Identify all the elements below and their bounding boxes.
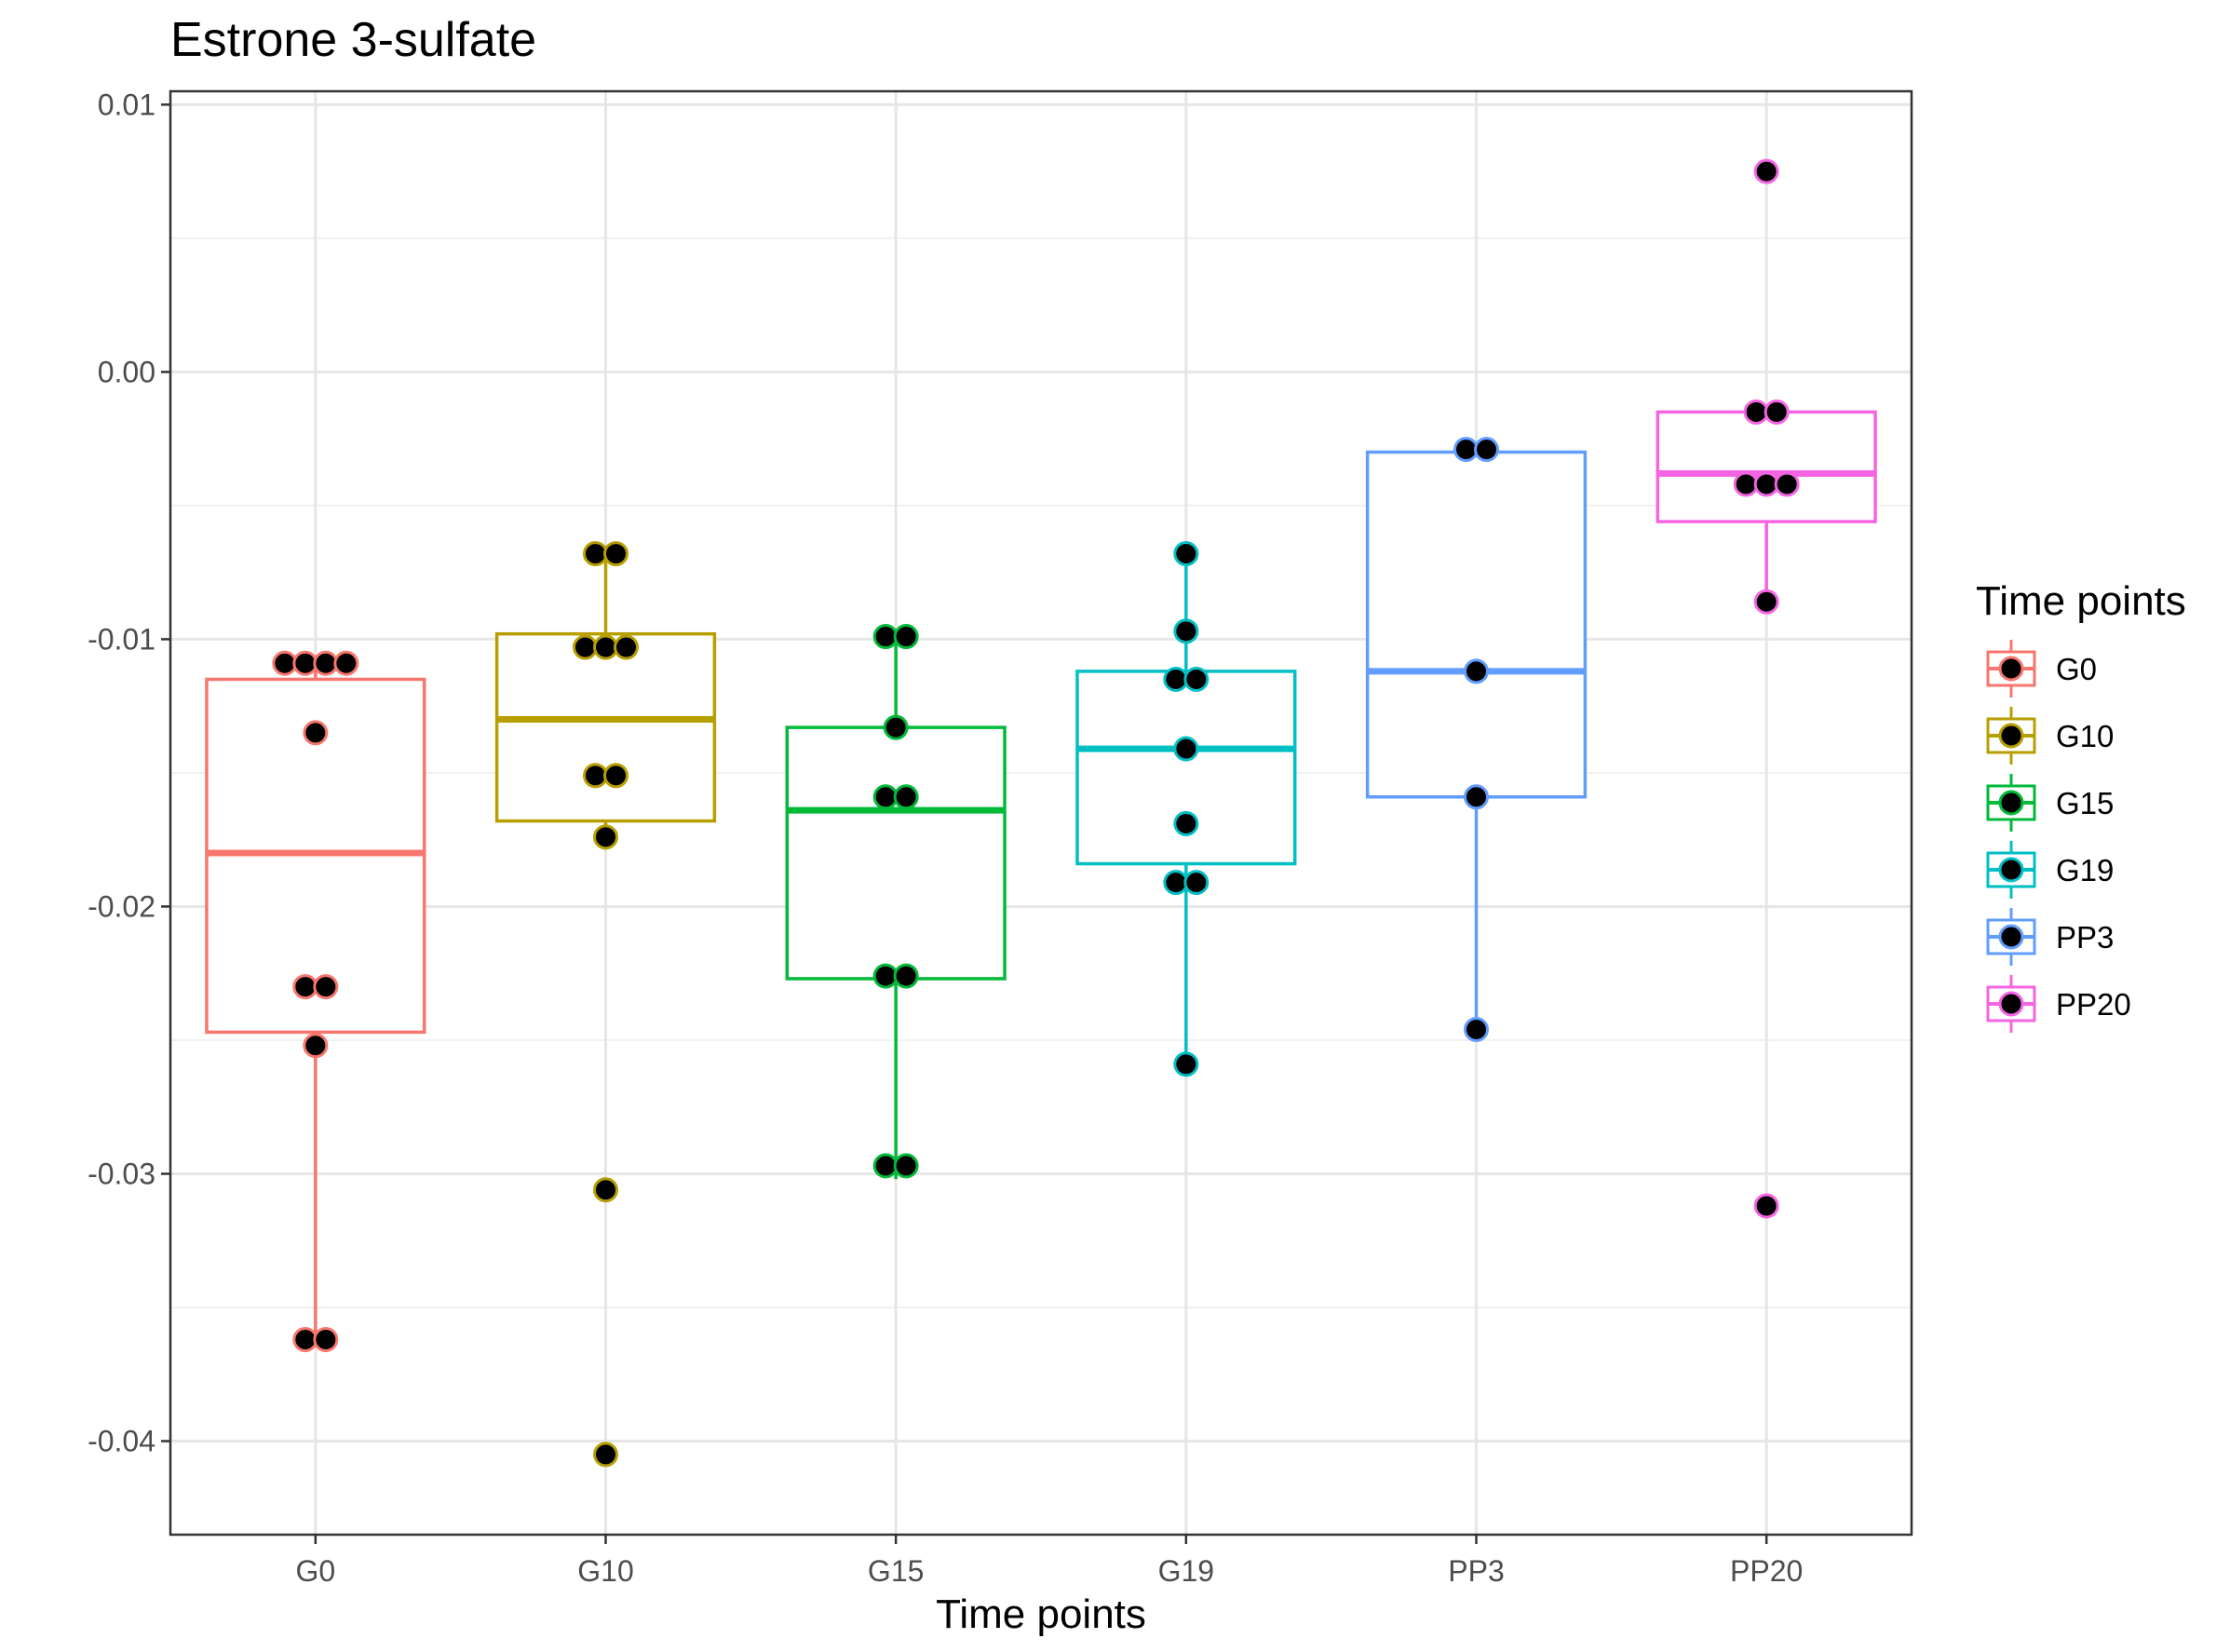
- data-point: [1183, 870, 1210, 896]
- data-point: [1464, 784, 1489, 810]
- data-point: [872, 624, 899, 650]
- legend-label: G10: [2056, 719, 2114, 753]
- legend-label: G19: [2056, 853, 2114, 887]
- legend-item-G15: G15: [1986, 774, 2114, 832]
- boxplot-G19: [1075, 541, 1297, 1077]
- legend-label: G0: [2056, 652, 2097, 686]
- boxplot-G10: [494, 541, 717, 1468]
- legend-item-G19: G19: [1986, 841, 2114, 899]
- data-point: [1453, 437, 1479, 463]
- data-point: [893, 784, 919, 810]
- data-point: [1743, 399, 1769, 425]
- data-point: [1173, 810, 1199, 836]
- x-tick-label: G19: [1158, 1554, 1214, 1588]
- box-iqr: [785, 725, 1007, 981]
- legend-key-point: [1998, 790, 2024, 816]
- x-tick-label: G10: [577, 1554, 633, 1588]
- data-point: [593, 1442, 618, 1468]
- data-point: [1163, 666, 1189, 692]
- data-point: [333, 650, 359, 676]
- y-tick-label: -0.02: [88, 889, 155, 923]
- data-point: [1774, 471, 1800, 497]
- data-point: [313, 1326, 339, 1352]
- data-point: [893, 624, 919, 650]
- data-point: [1173, 618, 1199, 644]
- x-tick-label: G0: [295, 1554, 335, 1588]
- legend-title: Time points: [1976, 578, 2186, 624]
- legend-key-point: [1998, 857, 2024, 883]
- data-point: [303, 720, 329, 746]
- box-iqr: [1365, 450, 1588, 799]
- data-point: [593, 634, 618, 660]
- legend-item-G0: G0: [1986, 640, 2097, 697]
- chart-title: Estrone 3-sulfate: [170, 13, 536, 67]
- legend-label: PP3: [2056, 920, 2114, 955]
- y-tick-label: -0.04: [88, 1425, 155, 1458]
- boxplot-G15: [785, 624, 1007, 1180]
- data-point: [872, 963, 899, 989]
- legend-item-PP3: PP3: [1986, 908, 2114, 966]
- data-point: [883, 714, 909, 740]
- data-point: [583, 541, 608, 567]
- data-point: [1464, 1017, 1489, 1042]
- legend-key-point: [1998, 991, 2024, 1017]
- data-point: [292, 650, 318, 676]
- x-tick-label: PP20: [1730, 1554, 1803, 1588]
- legend-key-point: [1998, 924, 2024, 950]
- box-iqr: [494, 631, 717, 823]
- y-tick-label: 0.01: [98, 88, 155, 121]
- data-point: [1173, 736, 1199, 762]
- data-point: [272, 650, 298, 676]
- data-point: [872, 784, 899, 810]
- legend: Time points G0 G10 G15 G19 PP3 PP20: [1976, 578, 2186, 1033]
- data-point: [603, 541, 628, 567]
- plot-panel: 0.01 0.00 -0.01 -0.02 -0.03 -0.04 G0 G10 G15 G19 P…: [88, 88, 1913, 1588]
- boxplot-G0: [205, 650, 426, 1352]
- data-point: [1753, 589, 1779, 615]
- panel-background: [170, 91, 1912, 1535]
- legend-label: G15: [2056, 786, 2114, 820]
- data-point: [593, 824, 618, 850]
- data-point: [1474, 437, 1499, 463]
- data-point: [1183, 666, 1210, 692]
- data-point: [573, 634, 598, 660]
- data-point: [1753, 471, 1779, 497]
- y-tick-label: -0.01: [88, 622, 155, 656]
- data-point: [893, 963, 919, 989]
- data-point: [313, 974, 339, 1000]
- legend-key-point: [1998, 723, 2024, 749]
- data-point: [1173, 1051, 1199, 1077]
- boxplot-PP3: [1365, 437, 1588, 1042]
- box-iqr: [1656, 410, 1877, 523]
- data-point: [292, 974, 318, 1000]
- data-point: [313, 650, 339, 676]
- panel-border: [169, 89, 1913, 1537]
- data-point: [1733, 471, 1759, 497]
- legend-item-PP20: PP20: [1986, 975, 2131, 1033]
- legend-item-G10: G10: [1986, 707, 2114, 765]
- data-point: [1163, 870, 1189, 896]
- data-point: [1173, 541, 1199, 567]
- y-tick-label: 0.00: [98, 355, 155, 388]
- x-tick-label: G15: [868, 1554, 924, 1588]
- legend-key-point: [1998, 656, 2024, 682]
- data-point: [1753, 1193, 1779, 1219]
- data-point: [893, 1153, 919, 1179]
- boxplot-PP20: [1656, 158, 1877, 1219]
- data-point: [1464, 658, 1489, 684]
- data-point: [583, 763, 608, 789]
- x-tick-label: PP3: [1448, 1554, 1504, 1588]
- data-point: [1764, 399, 1790, 425]
- data-point: [872, 1153, 899, 1179]
- data-point: [603, 763, 628, 789]
- data-point: [614, 634, 639, 660]
- legend-label: PP20: [2056, 987, 2131, 1022]
- x-axis-title: Time points: [936, 1591, 1146, 1637]
- data-point: [292, 1326, 318, 1352]
- data-point: [303, 1033, 329, 1059]
- data-point: [593, 1177, 618, 1203]
- data-point: [1753, 158, 1779, 184]
- y-tick-label: -0.03: [88, 1158, 155, 1191]
